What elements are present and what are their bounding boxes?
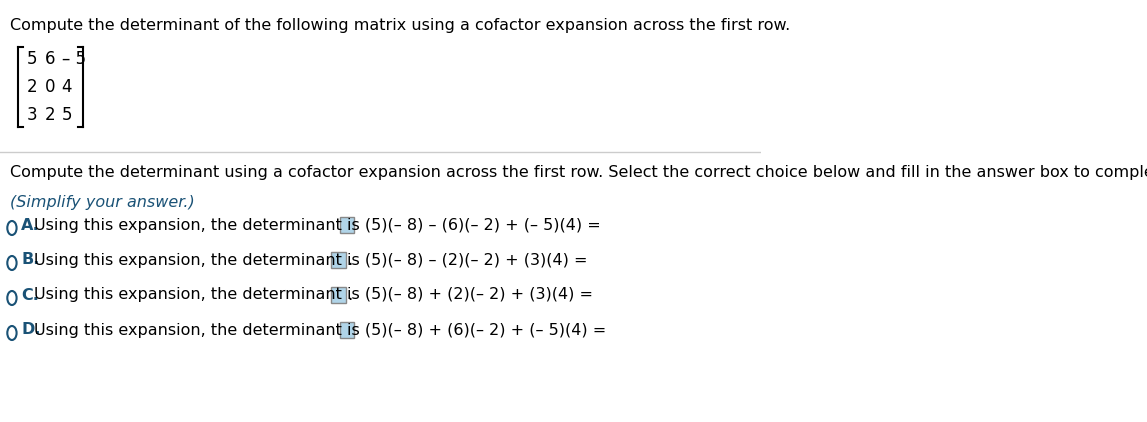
Text: B.: B. xyxy=(22,252,40,268)
FancyBboxPatch shape xyxy=(331,252,346,268)
Circle shape xyxy=(7,326,16,340)
Text: Using this expansion, the determinant is (5)(– 8) + (2)(– 2) + (3)(4) =: Using this expansion, the determinant is… xyxy=(34,287,593,303)
Circle shape xyxy=(7,291,16,305)
FancyBboxPatch shape xyxy=(340,322,354,338)
Text: Compute the determinant of the following matrix using a cofactor expansion acros: Compute the determinant of the following… xyxy=(10,18,790,33)
Text: Using this expansion, the determinant is (5)(– 8) – (6)(– 2) + (– 5)(4) =: Using this expansion, the determinant is… xyxy=(34,217,601,233)
Text: Compute the determinant using a cofactor expansion across the first row. Select : Compute the determinant using a cofactor… xyxy=(10,165,1147,180)
Text: 6: 6 xyxy=(45,50,55,68)
Text: (Simplify your answer.): (Simplify your answer.) xyxy=(10,195,195,210)
Text: C.: C. xyxy=(22,287,39,303)
Text: .: . xyxy=(348,251,352,269)
Text: – 5: – 5 xyxy=(62,50,86,68)
Text: Using this expansion, the determinant is (5)(– 8) – (2)(– 2) + (3)(4) =: Using this expansion, the determinant is… xyxy=(34,252,588,268)
FancyBboxPatch shape xyxy=(331,287,346,303)
Text: Using this expansion, the determinant is (5)(– 8) + (6)(– 2) + (– 5)(4) =: Using this expansion, the determinant is… xyxy=(34,322,607,338)
Text: 4: 4 xyxy=(62,78,72,96)
Text: A.: A. xyxy=(22,217,40,233)
FancyBboxPatch shape xyxy=(340,217,354,233)
Text: 5: 5 xyxy=(62,106,72,124)
Text: 2: 2 xyxy=(45,106,55,124)
Text: 0: 0 xyxy=(45,78,55,96)
Circle shape xyxy=(7,256,16,270)
Text: D.: D. xyxy=(22,322,41,338)
Circle shape xyxy=(7,221,16,235)
Text: 2: 2 xyxy=(26,78,37,96)
Text: 3: 3 xyxy=(26,106,37,124)
Text: .: . xyxy=(348,286,352,304)
Text: 5: 5 xyxy=(26,50,37,68)
